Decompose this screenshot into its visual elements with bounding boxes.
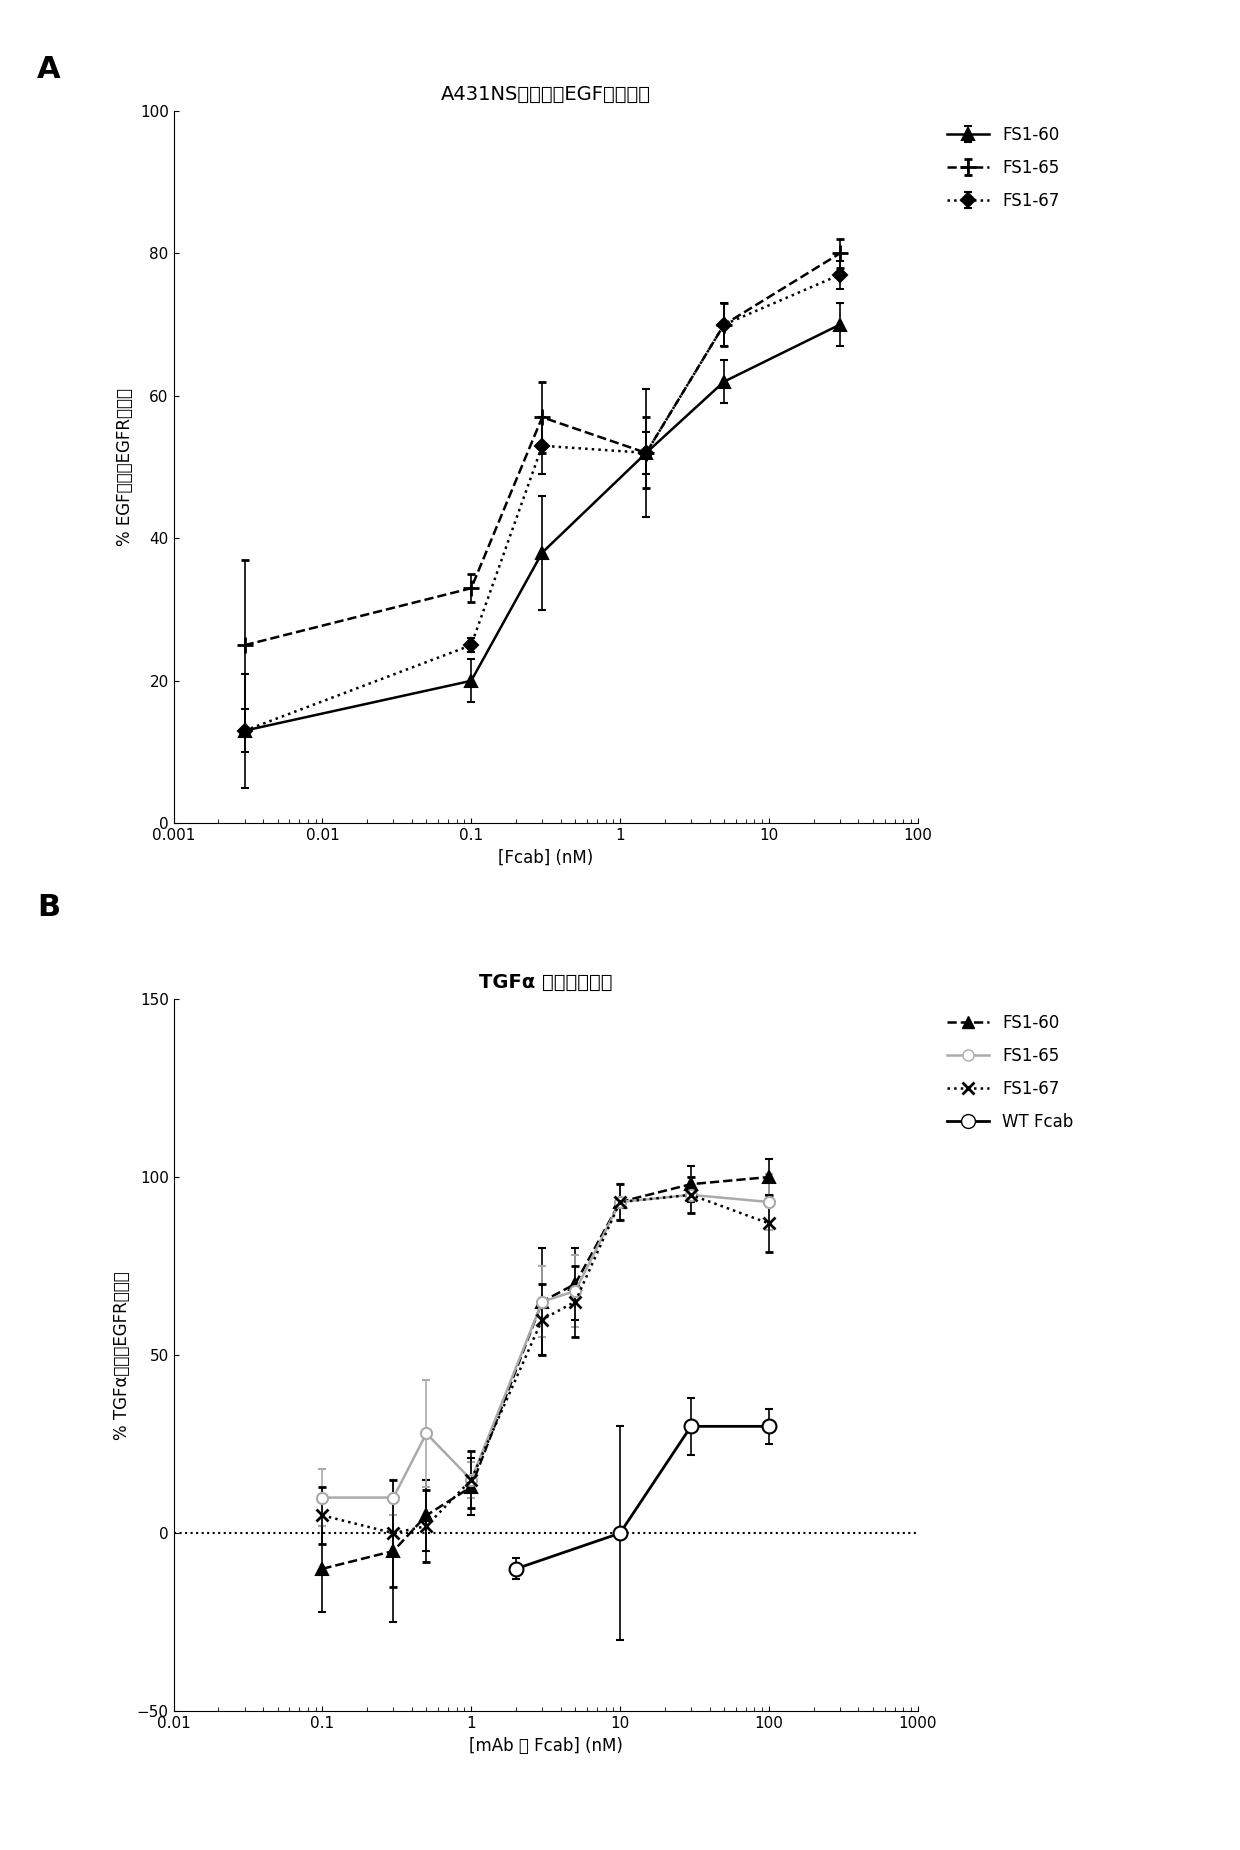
X-axis label: [Fcab] (nM): [Fcab] (nM)	[498, 849, 593, 866]
Title: A431NS细胞上的EGF配体阻断: A431NS细胞上的EGF配体阻断	[440, 85, 651, 104]
Legend: FS1-60, FS1-65, FS1-67, WT Fcab: FS1-60, FS1-65, FS1-67, WT Fcab	[941, 1008, 1080, 1138]
Title: TGFα 配体阻断试验: TGFα 配体阻断试验	[479, 973, 613, 992]
Legend: FS1-60, FS1-65, FS1-67: FS1-60, FS1-65, FS1-67	[941, 120, 1066, 216]
Text: A: A	[37, 56, 61, 83]
X-axis label: [mAb 或 Fcab] (nM): [mAb 或 Fcab] (nM)	[469, 1737, 622, 1754]
Text: B: B	[37, 894, 61, 921]
Y-axis label: % EGF结合至EGFR的抑制: % EGF结合至EGFR的抑制	[117, 388, 134, 546]
Y-axis label: % TGFα结合至EGFR的抑制: % TGFα结合至EGFR的抑制	[113, 1271, 131, 1439]
